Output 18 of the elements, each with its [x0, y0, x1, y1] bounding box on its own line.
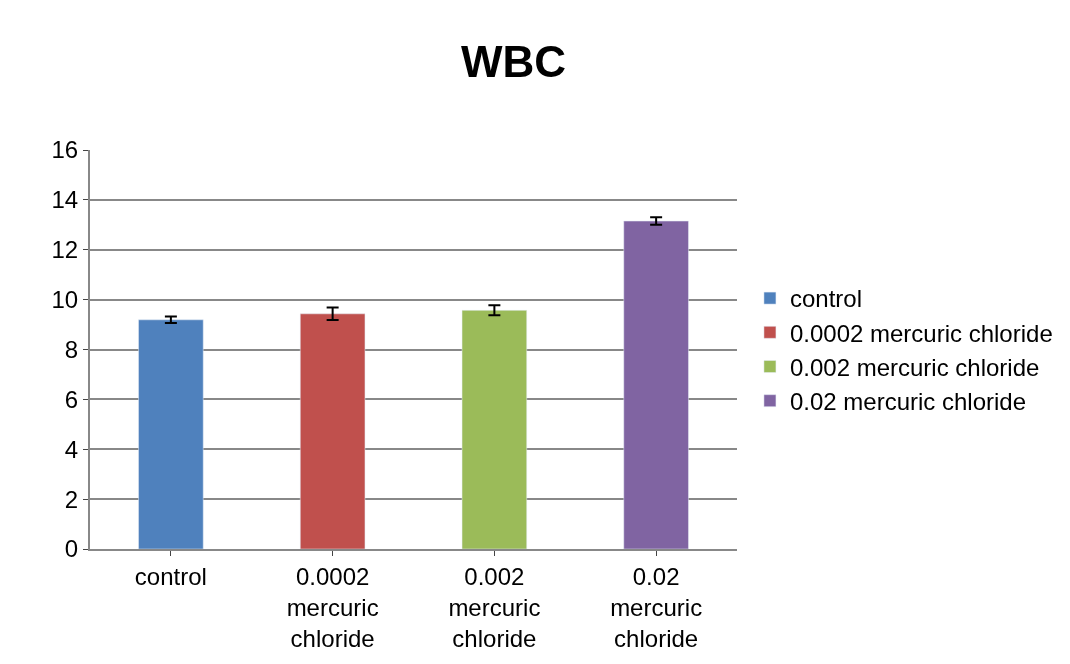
y-tick-label: 14: [51, 186, 79, 214]
x-tick-label: 0.002 mercuric chloride: [448, 562, 541, 653]
x-tick-label: 0.02 mercuric chloride: [610, 562, 703, 653]
y-tick-label: 4: [64, 435, 79, 463]
y-tick-label: 8: [64, 335, 79, 363]
chart-title: WBC: [461, 37, 567, 87]
y-tick-label: 10: [51, 286, 79, 314]
x-tick-label: 0.0002 mercuric chloride: [286, 562, 379, 653]
legend-label: control: [789, 285, 862, 313]
x-tick-label: control: [134, 562, 207, 590]
legend-label: 0.02 mercuric chloride: [789, 388, 1027, 416]
y-tick-label: 16: [51, 136, 79, 164]
y-tick-label: 6: [64, 385, 79, 413]
y-tick-label: 12: [51, 236, 79, 264]
y-tick-label: 2: [64, 485, 79, 513]
legend-label: 0.0002 mercuric chloride: [789, 319, 1053, 347]
y-tick-label: 0: [64, 535, 79, 563]
legend-label: 0.002 mercuric chloride: [789, 353, 1040, 381]
